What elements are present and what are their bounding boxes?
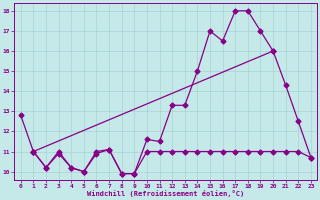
X-axis label: Windchill (Refroidissement éolien,°C): Windchill (Refroidissement éolien,°C)	[87, 190, 244, 197]
